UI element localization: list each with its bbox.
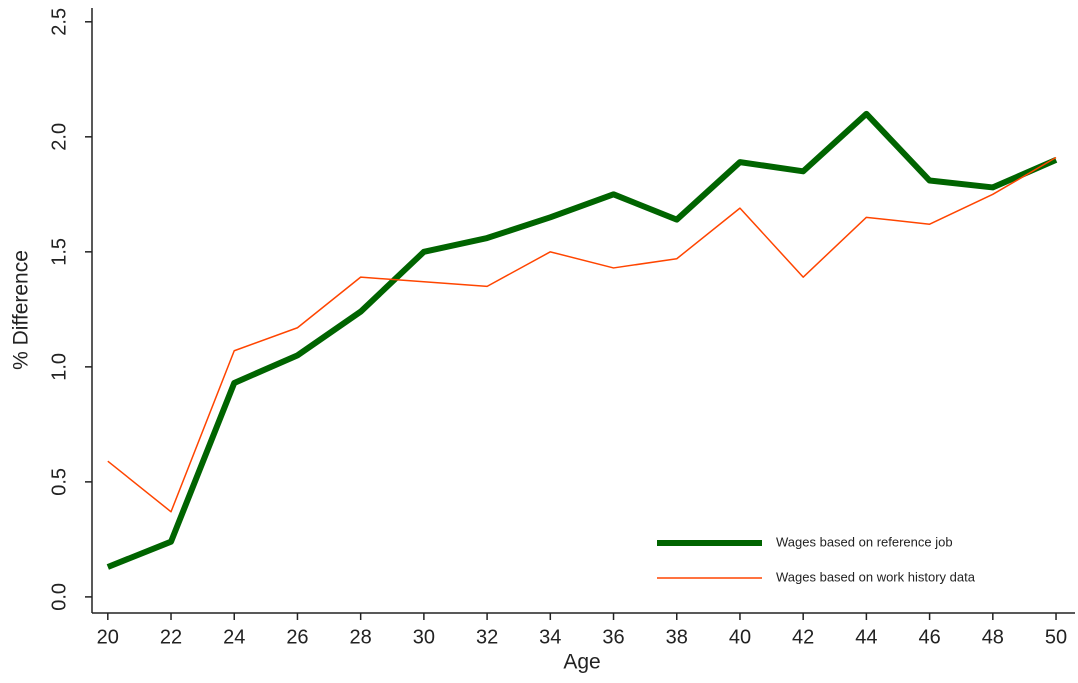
legend-label: Wages based on reference job	[776, 534, 953, 549]
x-tick-label: 46	[918, 626, 940, 648]
x-tick-label: 38	[666, 626, 688, 648]
x-tick-label: 20	[97, 626, 119, 648]
x-tick-label: 36	[602, 626, 624, 648]
y-tick-label: 0.0	[48, 583, 70, 611]
y-tick-label: 1.5	[48, 238, 70, 266]
series-line	[106, 110, 1058, 570]
x-tick-label: 22	[160, 626, 182, 648]
y-tick-label: 1.0	[48, 353, 70, 381]
x-axis-label: Age	[563, 651, 600, 674]
x-tick-label: 42	[792, 626, 814, 648]
x-tick-label: 40	[729, 626, 751, 648]
x-tick-label: 26	[286, 626, 308, 648]
x-tick-label: 50	[1045, 626, 1067, 648]
y-tick-label: 2.0	[48, 123, 70, 151]
x-tick-label: 44	[855, 626, 877, 648]
x-tick-label: 28	[350, 626, 372, 648]
x-tick-label: 24	[223, 626, 245, 648]
series-line	[107, 156, 1057, 513]
y-axis-label: % Difference	[10, 250, 33, 370]
x-tick-label: 34	[539, 626, 561, 648]
x-tick-label: 32	[476, 626, 498, 648]
y-tick-label: 2.5	[48, 8, 70, 36]
x-tick-label: 48	[982, 626, 1004, 648]
x-tick-label: 30	[413, 626, 435, 648]
y-tick-label: 0.5	[48, 468, 70, 496]
legend-label: Wages based on work history data	[776, 569, 976, 584]
